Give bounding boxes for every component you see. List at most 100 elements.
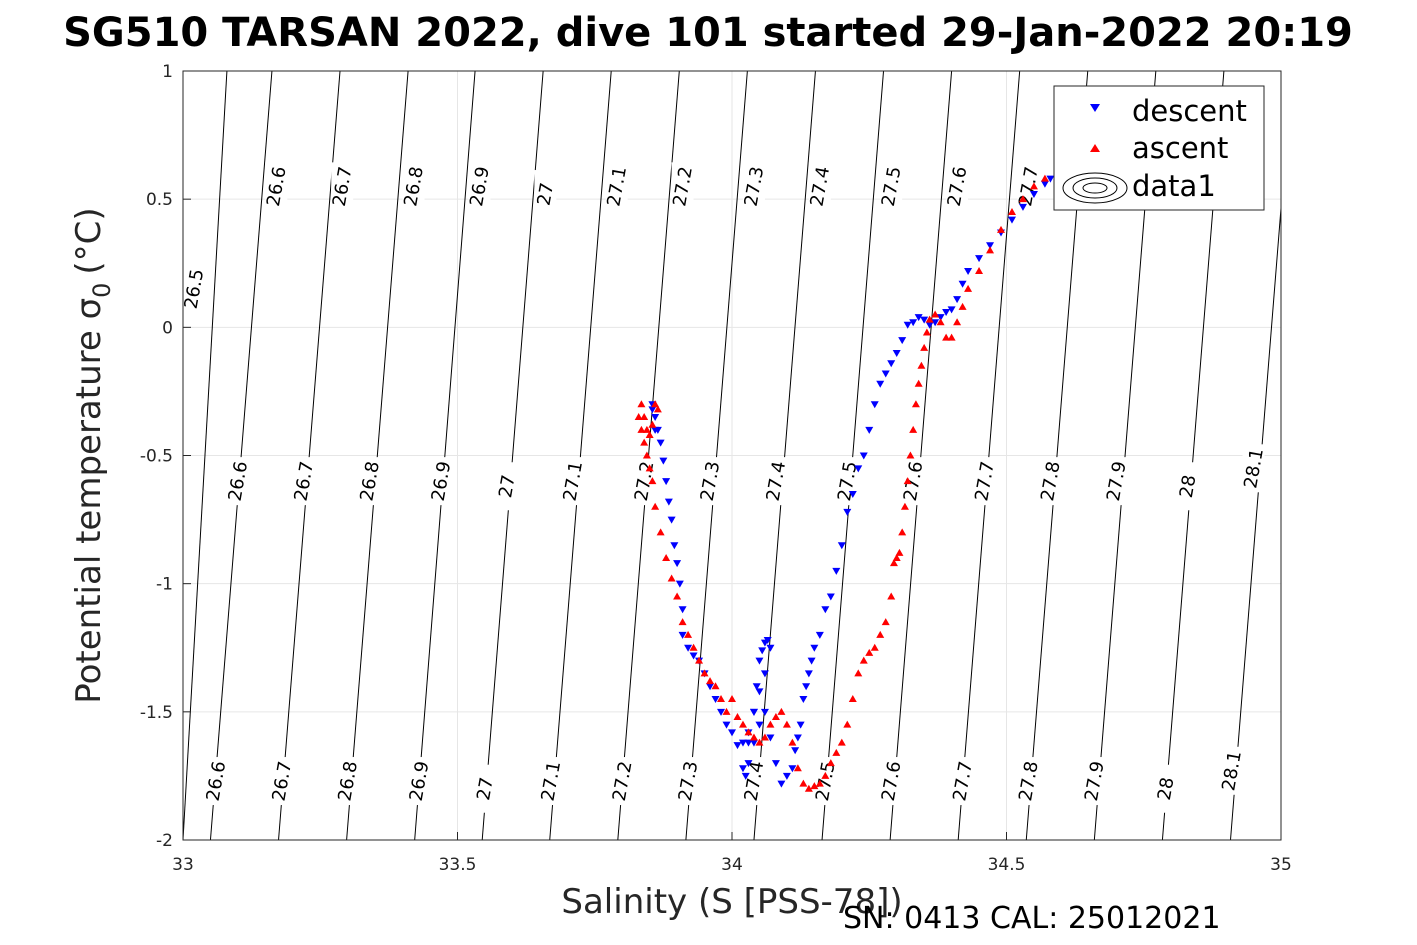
descent-point xyxy=(673,560,682,568)
isopycnal-line xyxy=(549,71,612,840)
descent-point xyxy=(807,657,816,665)
descent-point xyxy=(953,296,962,304)
ascent-point xyxy=(906,451,915,459)
contour-label-background xyxy=(183,264,205,313)
contour-label-background xyxy=(204,757,227,806)
contour-label-background xyxy=(292,457,315,506)
descent-point xyxy=(670,542,679,550)
contour-label-background xyxy=(265,162,288,211)
ascent-point xyxy=(645,430,654,438)
contour-label-background xyxy=(408,757,431,806)
ascent-point xyxy=(900,502,909,510)
ascent-point xyxy=(749,733,758,741)
contour-label-background xyxy=(473,764,496,813)
ascent-point xyxy=(931,310,940,318)
contour-label-background xyxy=(880,757,903,806)
descent-point xyxy=(755,657,764,665)
ascent-point xyxy=(755,738,764,746)
y-axis-label-unit: (°C) xyxy=(69,207,109,274)
ascent-point xyxy=(986,246,995,254)
ascent-point xyxy=(898,528,907,536)
isopycnal-contours: 26.526.6 26.7 26.8 26.9 27 27.1 27.2 27.3 27.4 27… xyxy=(183,71,1281,840)
legend-label-ascent: ascent xyxy=(1132,131,1228,165)
descent-point xyxy=(717,708,726,716)
contour-label-background xyxy=(611,757,634,806)
ascent-point xyxy=(870,643,879,651)
ascent-point xyxy=(640,413,649,421)
ascent-point xyxy=(1007,207,1016,215)
contour-label-background xyxy=(1154,764,1177,813)
contour-label-background xyxy=(534,170,557,219)
ascent-point xyxy=(876,630,885,638)
descent-point xyxy=(854,465,863,473)
ascent-point xyxy=(911,400,920,408)
axis-ticks: 33 33.5 34 34.5 35 -2 -1.5 -1 -0.5 0 0.5 1 xyxy=(140,62,1292,875)
descent-point xyxy=(881,370,890,378)
ascent-point xyxy=(766,720,775,728)
y-tick-label: -2 xyxy=(156,831,173,851)
contour-label-background xyxy=(539,757,562,806)
descent-point xyxy=(810,644,819,652)
descent-point xyxy=(925,321,934,329)
ascent-point xyxy=(667,574,676,582)
y-tick-label: -1.5 xyxy=(140,703,173,723)
contour-label-background xyxy=(1242,444,1265,493)
ascent-point xyxy=(771,712,780,720)
y-tick-label: -1 xyxy=(156,575,173,595)
ascent-point xyxy=(953,318,962,326)
ascent-point xyxy=(925,315,934,323)
data-points xyxy=(634,174,1055,792)
descent-point xyxy=(706,683,715,691)
descent-point xyxy=(662,478,671,486)
ascent-point xyxy=(648,420,657,428)
ascent-point xyxy=(936,318,945,326)
ascent-point xyxy=(760,733,769,741)
descent-point xyxy=(760,708,769,716)
contour-label-background xyxy=(742,162,765,211)
contour-icon xyxy=(1062,172,1128,204)
descent-point xyxy=(837,542,846,550)
descent-point xyxy=(733,742,742,750)
descent-point xyxy=(859,452,868,460)
contour-label-background xyxy=(1039,457,1062,506)
x-tick-label: 33 xyxy=(172,855,194,875)
contour-label-background xyxy=(699,457,722,506)
isopycnal-line xyxy=(889,71,953,840)
ascent-point xyxy=(865,648,874,656)
footer-serial-calibration: SN: 0413 CAL: 25012021 xyxy=(843,901,1221,936)
descent-point xyxy=(749,739,758,747)
isopycnal-line xyxy=(414,71,476,840)
descent-point xyxy=(1040,180,1049,188)
ascent-point xyxy=(648,477,657,485)
ascent-point xyxy=(642,451,651,459)
descent-point xyxy=(796,721,805,729)
descent-point xyxy=(848,490,857,498)
ascent-point xyxy=(892,554,901,562)
descent-point xyxy=(802,683,811,691)
isopycnal-line xyxy=(209,71,273,840)
ascent-point xyxy=(695,656,704,664)
contour-label-background xyxy=(1105,457,1128,506)
ascent-point xyxy=(642,425,651,433)
descent-point xyxy=(887,360,896,368)
contour-label-background xyxy=(973,457,996,506)
descent-point xyxy=(865,426,874,434)
legend-item-ascent: ascent xyxy=(1090,131,1228,165)
descent-point xyxy=(876,380,885,388)
ascent-point xyxy=(837,738,846,746)
ascent-point xyxy=(1040,174,1049,182)
ascent-point xyxy=(799,779,808,787)
descent-point xyxy=(892,349,901,357)
legend-item-descent: descent xyxy=(1090,94,1247,128)
x-axis-label: Salinity (S [PSS-78]) xyxy=(561,882,902,922)
ascent-point xyxy=(717,695,726,703)
descent-point xyxy=(958,280,967,288)
descent-point xyxy=(832,567,841,575)
ascent-point xyxy=(942,333,951,341)
ascent-point xyxy=(914,379,923,387)
descent-point xyxy=(651,414,660,422)
descent-point xyxy=(766,644,775,652)
legend-label-data1: data1 xyxy=(1132,169,1216,203)
descent-point xyxy=(793,734,802,742)
ascent-point xyxy=(881,618,890,626)
